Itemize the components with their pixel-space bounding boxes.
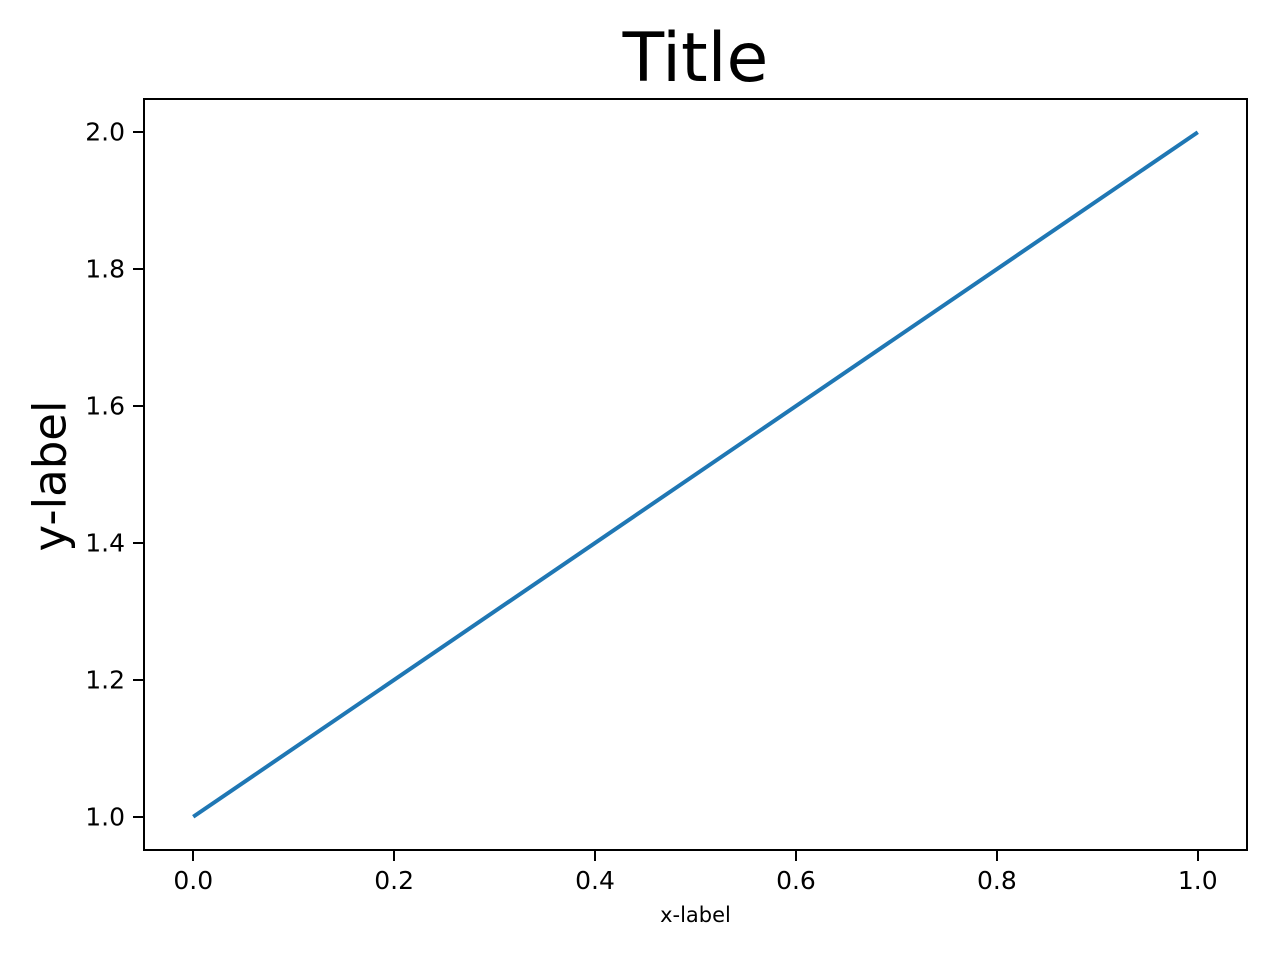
y-tick-mark: [133, 268, 143, 271]
x-tick-label: 0.8: [976, 866, 1017, 895]
y-tick-label: 1.6: [85, 391, 125, 421]
y-tick-label: 1.4: [85, 528, 125, 558]
x-tick-label: 1.0: [1177, 866, 1218, 895]
y-tick-mark: [133, 131, 143, 134]
x-tick-mark: [794, 851, 797, 861]
line-series-canvas: [192, 130, 1199, 819]
y-tick-label: 1.0: [85, 802, 125, 832]
y-tick-mark: [133, 541, 143, 544]
x-tick-mark: [1196, 851, 1199, 861]
chart-title: Title: [622, 19, 769, 98]
x-tick-label: 0.6: [776, 866, 816, 895]
x-axis-label: x-label: [660, 903, 731, 927]
y-tick-label: 1.8: [85, 254, 125, 284]
y-tick-mark: [133, 678, 143, 681]
x-tick-label: 0.0: [173, 866, 214, 895]
y-tick-mark: [133, 405, 143, 408]
x-tick-label: 0.4: [575, 866, 615, 895]
x-tick-mark: [192, 851, 195, 861]
x-tick-label: 0.2: [374, 866, 415, 895]
x-tick-mark: [995, 851, 998, 861]
y-axis-label: y-label: [23, 400, 77, 552]
y-tick-label: 2.0: [85, 117, 125, 147]
y-tick-label: 1.2: [85, 665, 125, 695]
y-tick-mark: [133, 815, 143, 818]
x-tick-mark: [594, 851, 597, 861]
x-tick-mark: [393, 851, 396, 861]
series-line: [192, 130, 1199, 819]
